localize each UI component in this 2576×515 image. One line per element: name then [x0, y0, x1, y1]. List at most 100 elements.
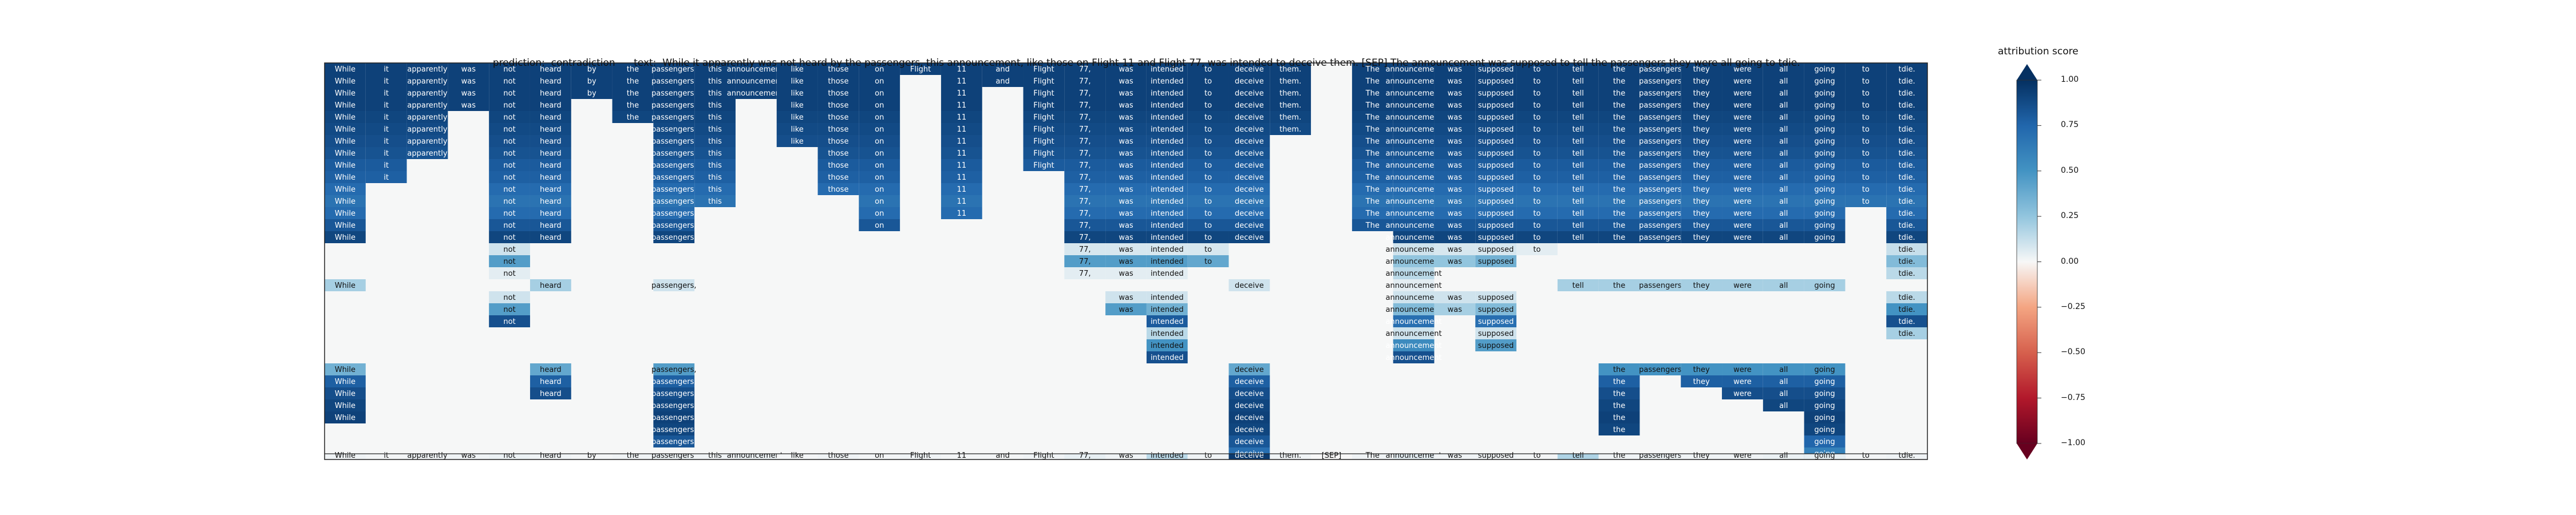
heatmap-cell: those — [817, 87, 859, 99]
heatmap-cell-token: like — [791, 137, 803, 146]
heatmap-cell-token: not — [503, 318, 515, 326]
heatmap-cell: all — [1763, 279, 1804, 291]
heatmap-cell: going — [1804, 411, 1846, 423]
heatmap-cell: those — [817, 159, 859, 171]
heatmap-cell-fill — [859, 159, 900, 171]
heatmap-cell-token: passengers, — [651, 113, 697, 122]
heatmap-cell-fill — [1516, 207, 1558, 219]
heatmap-cell-token: were — [1733, 390, 1752, 398]
heatmap-cell-fill — [1763, 75, 1804, 87]
heatmap-cell: those — [817, 63, 859, 75]
heatmap-cell-fill — [1352, 63, 1393, 75]
heatmap-cell-token: intended — [1151, 245, 1184, 254]
heatmap-cell-token: not — [503, 161, 515, 170]
heatmap-cell-token: it — [384, 65, 389, 74]
token-row-label: was — [1119, 451, 1133, 460]
heatmap-cell: deceive — [1228, 387, 1270, 399]
heatmap-cell-fill — [1064, 267, 1106, 279]
heatmap-cell-token: tdie. — [1899, 318, 1915, 326]
heatmap-cell-token: by — [587, 77, 596, 86]
token-row-label: them. — [1279, 451, 1301, 460]
heatmap-cell-token: intended — [1151, 101, 1184, 110]
heatmap-cell-fill — [1146, 183, 1188, 195]
heatmap-cell-fill — [1598, 111, 1640, 123]
heatmap-cell: were — [1722, 99, 1763, 111]
heatmap-cell-token: on — [875, 77, 884, 86]
heatmap-cell-fill — [1681, 123, 1722, 135]
heatmap-cell-token: to — [1862, 113, 1870, 122]
heatmap-cell: they — [1681, 99, 1722, 111]
heatmap-cell-fill — [530, 375, 571, 387]
heatmap-cell-fill — [530, 87, 571, 99]
heatmap-cell: tdie. — [1886, 303, 1927, 315]
heatmap-cell-token: supposed — [1478, 185, 1514, 194]
token-row-cell-fill — [1557, 454, 1599, 459]
heatmap-cell: announcement, — [727, 63, 785, 75]
heatmap-cell-fill — [1557, 99, 1599, 111]
heatmap-cell-token: intended — [1151, 318, 1184, 326]
heatmap-cell-token: passengers — [1639, 65, 1682, 74]
heatmap-cell-token: deceive — [1235, 390, 1264, 398]
token-row-cell-fill — [1886, 454, 1927, 459]
heatmap-cell-fill — [406, 87, 448, 99]
heatmap-cell-fill — [1763, 375, 1804, 387]
heatmap-cell-token: to — [1204, 65, 1212, 74]
heatmap-cell: on — [859, 159, 900, 171]
heatmap-cell-fill — [982, 63, 1024, 75]
heatmap-cell-fill — [1804, 87, 1846, 99]
heatmap-cell-fill — [1516, 147, 1558, 159]
heatmap-cell: all — [1763, 195, 1804, 207]
heatmap-cell: all — [1763, 207, 1804, 219]
token-row-cell-fill — [365, 454, 407, 459]
heatmap-cell-fill — [1845, 63, 1887, 75]
heatmap-cell: passengers, — [651, 399, 697, 411]
heatmap-cell: tell — [1557, 219, 1599, 231]
heatmap-cell-fill — [1228, 435, 1270, 447]
heatmap-cell: passengers, — [651, 87, 697, 99]
heatmap-cell-fill — [859, 87, 900, 99]
heatmap-cell: going — [1804, 387, 1846, 399]
heatmap-cell: to — [1187, 255, 1229, 267]
heatmap-cell-token: going — [1814, 366, 1835, 374]
heatmap-cell-token: deceive — [1235, 113, 1264, 122]
heatmap-cell-token: all — [1779, 161, 1788, 170]
heatmap-cell: all — [1763, 183, 1804, 195]
heatmap-cell-token: to — [1862, 149, 1870, 158]
heatmap-cell: While — [325, 63, 366, 75]
heatmap-cell-fill — [1886, 135, 1927, 147]
heatmap-cell-token: the — [1613, 282, 1625, 290]
heatmap-cell-token: deceive — [1235, 378, 1264, 386]
heatmap-cell: supposed — [1475, 159, 1517, 171]
heatmap-cell: tdie. — [1886, 171, 1927, 183]
heatmap-cell: those — [817, 123, 859, 135]
heatmap-cell: announcement — [1386, 111, 1442, 123]
heatmap-cell: to — [1516, 243, 1558, 255]
heatmap-cell-token: this — [708, 197, 722, 206]
heatmap-cell: heard — [530, 111, 571, 123]
heatmap-cell: announcement, — [727, 87, 785, 99]
heatmap-cell-token: deceive — [1235, 233, 1264, 242]
heatmap-cell: going — [1804, 147, 1846, 159]
heatmap-cell-token: intended — [1151, 233, 1184, 242]
heatmap-cell-fill — [817, 147, 859, 159]
heatmap-cell: to — [1516, 123, 1558, 135]
heatmap-cell-fill — [448, 99, 489, 111]
heatmap-cell-token: by — [587, 65, 596, 74]
heatmap-cell-fill — [1845, 147, 1887, 159]
heatmap-cell: announcement — [1386, 279, 1442, 291]
heatmap-cell-fill — [1681, 183, 1722, 195]
heatmap-cell-token: supposed — [1478, 101, 1514, 110]
heatmap-cell-fill — [653, 183, 695, 195]
heatmap-cell-fill — [1434, 87, 1476, 99]
heatmap-cell: 77, — [1064, 111, 1106, 123]
heatmap-cell-token: While — [335, 173, 355, 182]
heatmap-cell-token: were — [1733, 282, 1752, 290]
heatmap-cell: 11 — [941, 99, 982, 111]
heatmap-cell: passengers — [1639, 231, 1682, 243]
token-row-label: were — [1733, 451, 1752, 460]
heatmap-cell-fill — [1722, 195, 1763, 207]
heatmap-cell: passengers — [1639, 183, 1682, 195]
heatmap-cell: Flight — [1023, 87, 1065, 99]
heatmap-cell: going — [1804, 123, 1846, 135]
heatmap-cell-token: passengers, — [651, 65, 697, 74]
